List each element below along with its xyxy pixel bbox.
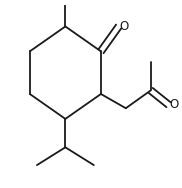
Text: O: O xyxy=(169,98,179,111)
Text: O: O xyxy=(120,20,129,33)
